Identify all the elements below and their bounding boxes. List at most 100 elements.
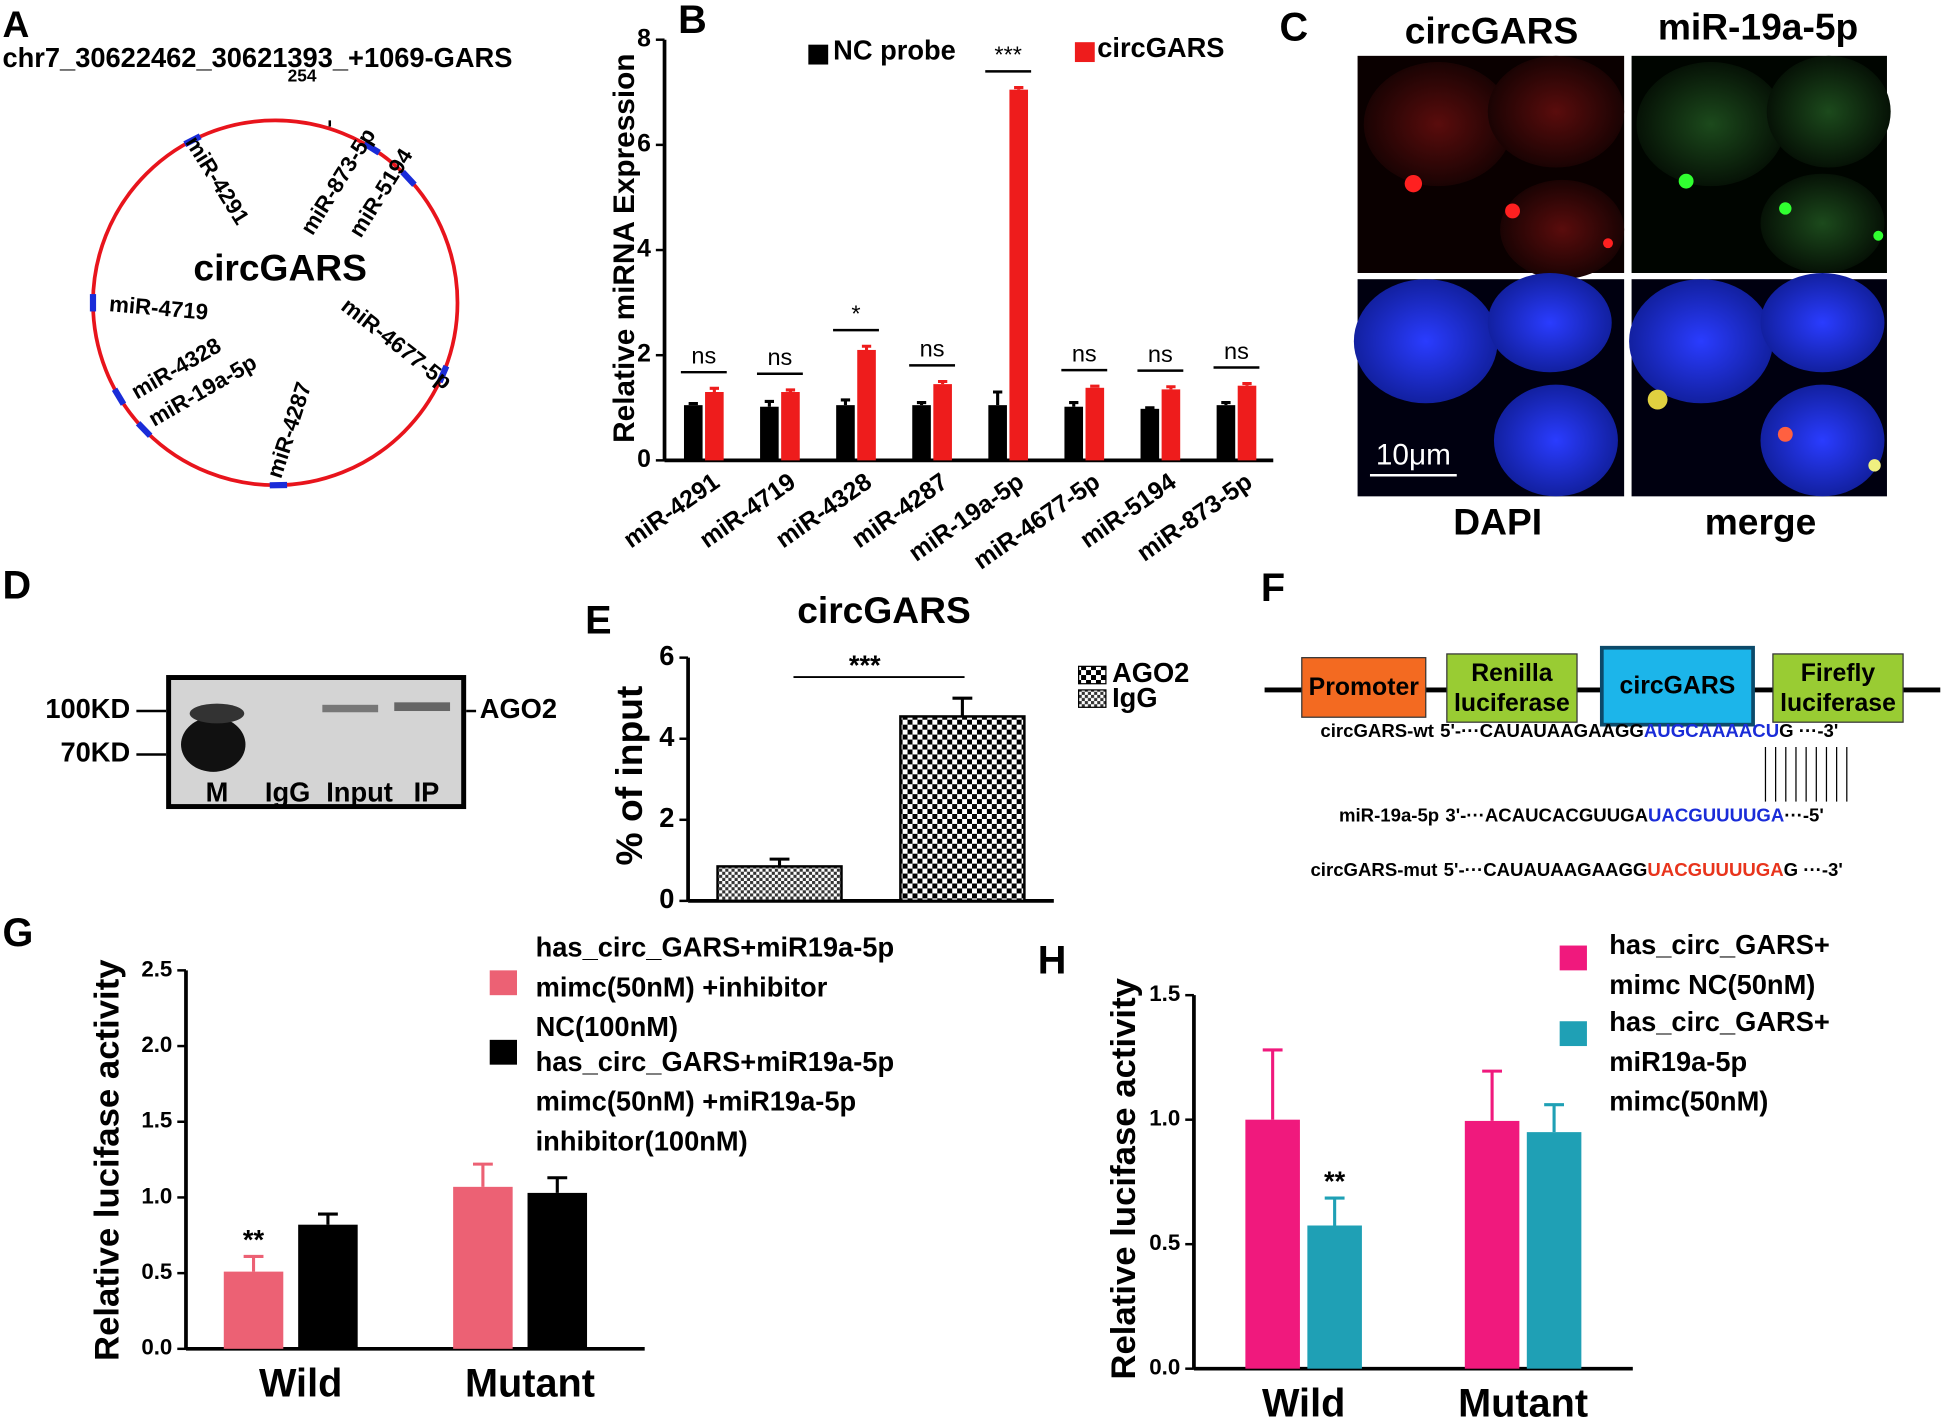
bar (1064, 406, 1084, 461)
x-tick-label: Mutant (465, 1362, 595, 1406)
legend-marker (1078, 665, 1107, 685)
sequence-part: ···-5' (1784, 804, 1824, 825)
bar (453, 1186, 513, 1349)
error-bar (1482, 1069, 1503, 1121)
diagram-title: chr7_30622462_30621393_+1069-GARS (2, 42, 512, 73)
y-tick-label: 2 (637, 341, 651, 368)
bar (683, 405, 703, 461)
bar (1245, 1119, 1300, 1369)
chart-title: circGARS (797, 589, 971, 631)
significance-label: ns (691, 343, 716, 369)
legend-label: IgG (1112, 682, 1157, 713)
error-bar (472, 1162, 493, 1187)
y-tick-label: 6 (637, 130, 651, 157)
sequence-part: G ···-3' (1779, 720, 1838, 741)
construct-element-box: Promoter (1309, 674, 1419, 701)
y-tick-label: 0 (637, 446, 651, 473)
error-bar (1145, 406, 1155, 410)
y-tick-label: 4 (659, 721, 675, 752)
binding-site (362, 140, 381, 156)
error-bar (1242, 382, 1252, 386)
sequence-part: AUGCAAAACU (1644, 720, 1779, 741)
y-tick-label: 4 (637, 236, 651, 263)
significance-label: ns (767, 344, 792, 370)
sequence-label: miR-19a-5p (1339, 804, 1439, 825)
channel-label: DAPI (1453, 501, 1542, 543)
sequence-label: circGARS-wt (1320, 720, 1434, 741)
binding-site (436, 364, 450, 384)
y-axis-label: Relative lucifase activity (88, 959, 126, 1361)
error-bar (547, 1176, 568, 1193)
bar (1526, 1132, 1582, 1369)
sequence-part: 5'-···CAUAUAAGAAGG (1444, 859, 1648, 880)
error-bar (937, 379, 948, 385)
y-axis-label: Relative lucifase activity (1105, 977, 1143, 1379)
y-tick-label: 1.0 (1149, 1106, 1180, 1131)
error-bar (1544, 1103, 1565, 1133)
bar (857, 349, 876, 461)
legend-label: has_circ_GARS+ miR19a-5p mimc(50nM) (1609, 1006, 1830, 1117)
bar (781, 392, 800, 461)
error-bar (1014, 86, 1024, 90)
legend-marker (489, 1039, 517, 1065)
sequence-part: G ···-3' (1784, 859, 1843, 880)
bar (933, 384, 952, 461)
panel-label: G (2, 911, 33, 955)
bar (836, 405, 855, 461)
bar (760, 406, 779, 461)
error-bar (840, 398, 851, 406)
y-tick-label: 1.5 (1149, 981, 1180, 1006)
bar (1140, 408, 1160, 461)
sequence-row: miR-19a-5p 3'-···ACAUCACGUUGAUACGUUUUGA··… (1339, 804, 1824, 825)
mirna-label: miR-4719 (108, 291, 209, 325)
y-tick-label: 0.0 (1149, 1355, 1180, 1380)
construct-shapes (1264, 645, 1941, 727)
legend-marker (489, 970, 517, 996)
y-axis-label: Relative miRNA Expression (608, 54, 641, 443)
protein-label: AGO2 (480, 693, 557, 724)
error-bar (1166, 385, 1176, 390)
error-bar (861, 344, 872, 350)
error-bar (1324, 1196, 1345, 1226)
bar (912, 405, 931, 461)
sequence-part: UACGUUUUGA (1647, 859, 1783, 880)
significance-label: *** (994, 42, 1021, 68)
panel-label: B (678, 0, 707, 42)
lane-label: IgG (265, 776, 310, 807)
mirna-label: miR-4287 (262, 379, 316, 481)
legend-marker (808, 44, 829, 65)
bar (899, 715, 1026, 903)
legend-label: circGARS (1097, 32, 1224, 63)
channel-label: circGARS (1405, 9, 1579, 51)
construct-element: Firefly luciferase (1780, 659, 1896, 717)
x-tick-label: Mutant (1458, 1381, 1588, 1425)
legend-marker (1074, 42, 1095, 63)
legend-label: has_circ_GARS+ mimc NC(50nM) (1609, 929, 1830, 1001)
center-label: circGARS (193, 246, 367, 288)
significance-label: ns (1072, 340, 1097, 366)
panel-label: A (2, 3, 29, 45)
binding-site (89, 294, 97, 312)
legend-label-box: has_circ_GARS+miR19a-5p mimc(50nM) +inhi… (535, 931, 895, 1043)
error-bar (1262, 1048, 1283, 1120)
y-tick-label: 1.0 (141, 1183, 172, 1208)
error-bar (1069, 400, 1079, 407)
significance-label: ns (1224, 338, 1249, 364)
significance-label: * (851, 300, 860, 326)
y-tick-label: 6 (659, 640, 674, 671)
lane-label: M (206, 776, 229, 807)
panel-label: H (1038, 938, 1067, 982)
error-bar (916, 400, 927, 406)
legend-marker (1078, 689, 1107, 708)
bar (527, 1192, 588, 1349)
y-tick-label: 0 (659, 883, 674, 914)
significance-label: ** (243, 1224, 265, 1255)
channel-label: miR-19a-5p (1658, 6, 1858, 48)
error-bar (785, 388, 796, 393)
bar (705, 392, 724, 461)
legend-marker (1559, 945, 1587, 971)
panel-label: E (585, 598, 611, 642)
legend-label: has_circ_GARS+miR19a-5p mimc(50nM) +inhi… (535, 931, 895, 1043)
